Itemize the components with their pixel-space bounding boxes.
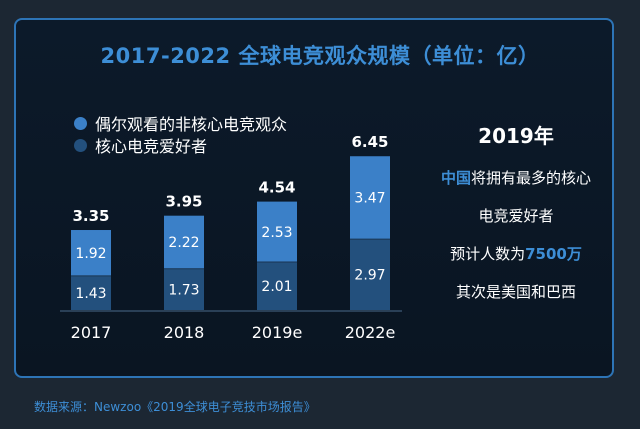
legend-item-core: 核心电竞爱好者 xyxy=(74,134,287,156)
bar-casual-2017 xyxy=(71,230,111,276)
legend-item-casual: 偶尔观看的非核心电竞观众 xyxy=(74,112,287,134)
side-line-3-text: 预计人数为 xyxy=(450,245,526,263)
side-line-1: 中国将拥有最多的核心 xyxy=(416,167,616,205)
side-line-1-text: 将拥有最多的核心 xyxy=(471,169,592,187)
data-label-total-2018: 3.95 xyxy=(165,193,202,211)
bar-core-2019e xyxy=(257,262,297,310)
bar-core-2022e xyxy=(350,239,390,310)
chart-frame xyxy=(14,18,614,378)
data-label-core-2022e: 2.97 xyxy=(354,268,385,284)
side-line-3: 预计人数为7500万 xyxy=(416,243,616,281)
legend: 偶尔观看的非核心电竞观众 核心电竞爱好者 xyxy=(74,112,287,156)
source-note: 数据来源：Newzoo《2019全球电子竞技市场报告》 xyxy=(34,400,316,414)
bar-casual-2018 xyxy=(164,215,204,269)
data-label-core-2018: 1.73 xyxy=(168,282,199,298)
bar-casual-2022e xyxy=(350,156,390,240)
data-label-total-2019e: 4.54 xyxy=(258,179,295,197)
data-label-total-2022e: 6.45 xyxy=(351,133,388,151)
side-line-4: 其次是美国和巴西 xyxy=(455,283,576,301)
side-panel: 2019年 中国将拥有最多的核心 电竞爱好者 预计人数为7500万 其次是美国和… xyxy=(416,120,616,319)
x-tick-label-2018: 2018 xyxy=(164,323,205,342)
chart-title: 2017-2022 全球电竞观众规模（单位：亿） xyxy=(100,44,540,68)
side-highlight-number: 7500万 xyxy=(525,245,582,263)
data-label-core-2017: 1.43 xyxy=(75,286,106,302)
x-tick-label-2017: 2017 xyxy=(71,323,112,342)
legend-swatch-casual xyxy=(74,116,87,130)
data-label-casual-2019e: 2.53 xyxy=(261,225,292,241)
data-label-casual-2018: 2.22 xyxy=(168,235,199,251)
side-highlight-china: 中国 xyxy=(440,169,471,187)
data-label-total-2017: 3.35 xyxy=(72,207,109,225)
data-label-casual-2017: 1.92 xyxy=(75,246,106,262)
x-tick-label-2019e: 2019e xyxy=(252,323,303,342)
bar-core-2018 xyxy=(164,268,204,310)
side-title: 2019年 xyxy=(478,124,554,148)
legend-label-casual: 偶尔观看的非核心电竞观众 xyxy=(95,115,288,134)
legend-label-core: 核心电竞爱好者 xyxy=(95,137,208,156)
x-tick-label-2022e: 2022e xyxy=(345,323,396,342)
data-label-casual-2022e: 3.47 xyxy=(354,191,385,207)
bar-core-2017 xyxy=(71,275,111,310)
data-label-core-2019e: 2.01 xyxy=(261,279,292,295)
bar-casual-2019e xyxy=(257,201,297,263)
legend-swatch-core xyxy=(74,138,87,152)
side-line-2: 电竞爱好者 xyxy=(478,207,554,225)
